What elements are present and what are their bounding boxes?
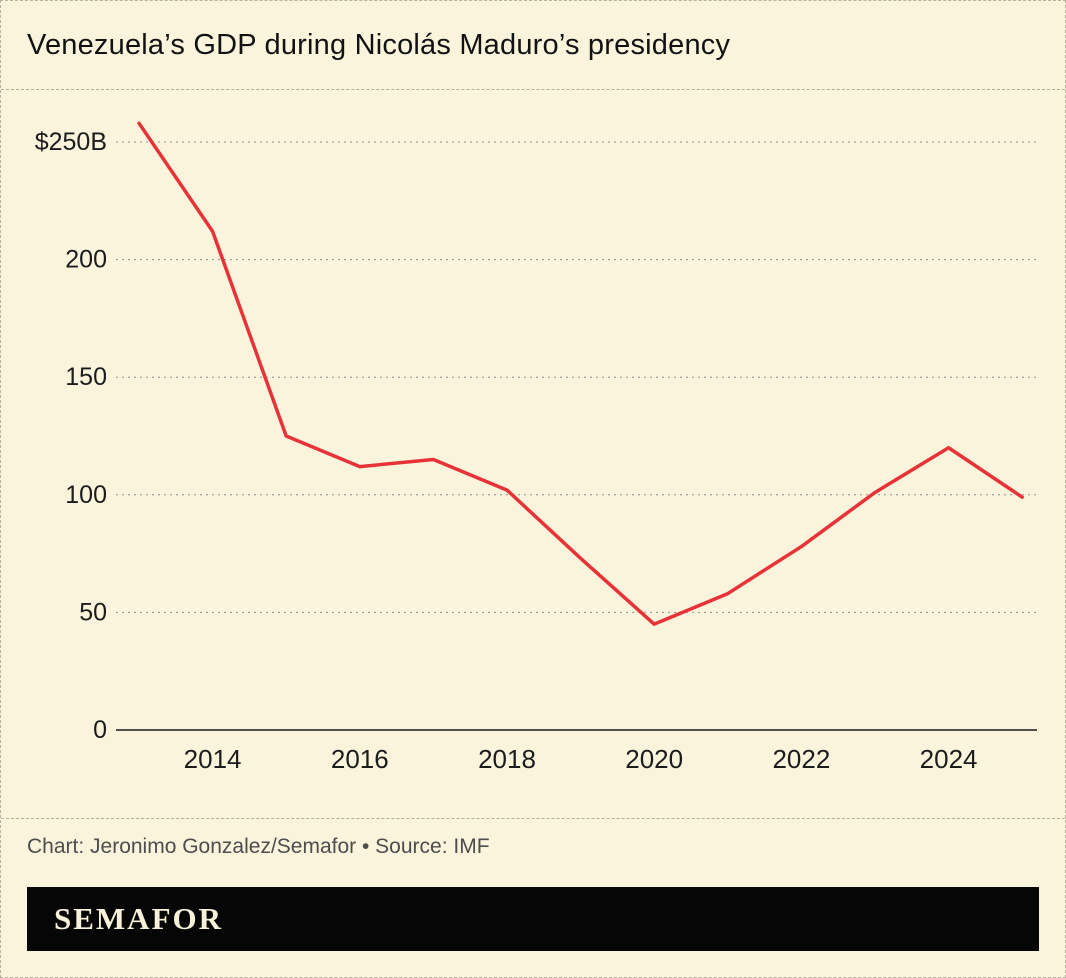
x-tick-label: 2020 <box>625 744 683 774</box>
x-tick-label: 2016 <box>331 744 389 774</box>
chart-header: Venezuela’s GDP during Nicolás Maduro’s … <box>1 1 1065 89</box>
semafor-logo-bar: SEMAFOR <box>27 887 1039 951</box>
chart-title: Venezuela’s GDP during Nicolás Maduro’s … <box>27 28 731 61</box>
y-tick-label: 150 <box>65 363 107 391</box>
title-divider <box>1 89 1065 90</box>
chart-credit: Chart: Jeronimo Gonzalez/Semafor • Sourc… <box>27 835 490 858</box>
y-tick-label: 100 <box>65 481 107 509</box>
y-tick-label: $250B <box>35 128 107 156</box>
y-tick-label: 0 <box>93 716 107 744</box>
chart-canvas: 0 50 100 150 200 $250B 2014 2016 2018 2020 2022 202… <box>35 121 1037 774</box>
footer-divider <box>1 818 1065 819</box>
gdp-line <box>137 121 1024 626</box>
x-tick-label: 2024 <box>920 744 978 774</box>
x-tick-label: 2014 <box>184 744 242 774</box>
y-tick-label: 200 <box>65 246 107 274</box>
semafor-logo: SEMAFOR <box>54 901 223 936</box>
x-tick-label: 2022 <box>772 744 830 774</box>
y-tick-label: 50 <box>79 598 107 626</box>
x-tick-label: 2018 <box>478 744 536 774</box>
line-chart: 0 50 100 150 200 $250B 2014 2016 2018 2020 2022 202… <box>1 90 1065 818</box>
